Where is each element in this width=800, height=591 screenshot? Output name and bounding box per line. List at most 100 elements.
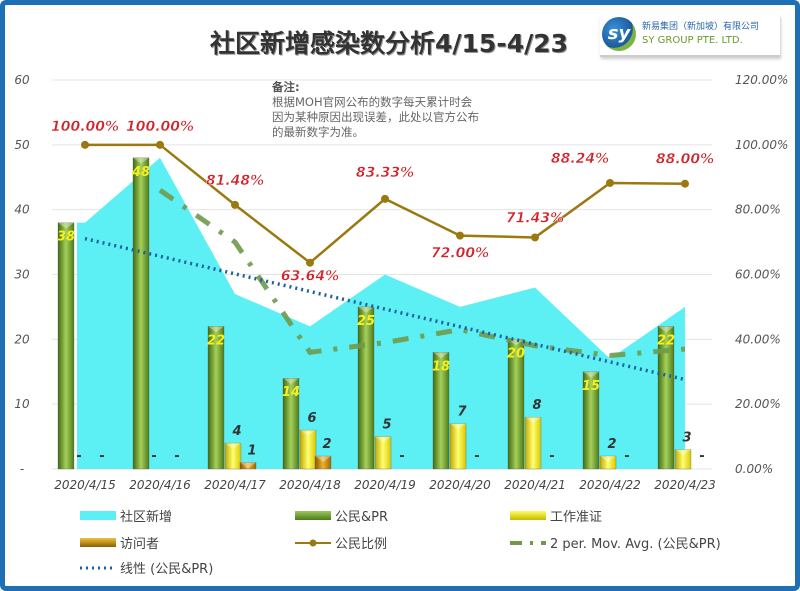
data-label-citizen-pr: 22 [207,333,225,348]
data-label-zero: - [174,449,179,464]
data-label-zero: - [474,449,479,464]
citizen-ratio-point [81,140,89,149]
bar-bevel [225,443,241,450]
data-label-zero: - [151,449,156,464]
legend-label: 公民比例 [335,537,388,552]
bar-citizen-pr [132,157,150,470]
data-label-visitor: 1 [247,444,256,459]
note-line: 根据MOH官网公布的数字每天累计时会 [272,95,473,109]
bar-bevel [375,436,391,443]
chart-title: 社区新增感染数分析4/15-4/23 [210,29,569,58]
y-right-tick-label: 120.00% [735,73,788,87]
citizen-ratio-point [381,194,389,203]
y-left-tick-label: 20 [14,332,30,346]
data-label-zero: - [624,449,629,464]
data-label-work-permit: 2 [607,437,616,452]
citizen-ratio-point [156,140,164,149]
bar-citizen-pr [582,371,600,470]
legend-item-moving-avg: 2 per. Mov. Avg. (公民&PR) [510,533,721,552]
logo-name-cn: 新易集团（新加坡）有限公司 [642,22,760,32]
legend-swatch [80,566,116,569]
data-label-work-permit: 3 [682,431,691,446]
bar-bevel [525,417,541,424]
x-tick-label: 2020/4/22 [579,478,641,492]
data-label-citizen-ratio: 81.48% [206,173,264,189]
legend-item-trendline: 线性 (公民&PR) [80,558,213,577]
legend-item-visitor: 访问者 [80,533,159,552]
bar-citizen-pr [657,326,675,470]
bar-bevel [208,326,224,333]
citizen-ratio-point [231,200,239,209]
bar-bevel [58,222,74,229]
y-left-tick-label: 50 [14,138,30,152]
bar-bevel [133,157,149,164]
legend-item-citizen-pr: 公民&PR [295,506,388,525]
x-tick-label: 2020/4/21 [504,478,566,492]
area-community-new [77,157,685,470]
bar-citizen-pr [507,339,525,470]
bar-bevel [658,326,674,333]
y-left-tick-label: 30 [14,268,30,282]
data-label-citizen-pr: 48 [131,165,150,180]
data-label-citizen-ratio: 72.00% [431,246,489,262]
data-label-zero: - [99,449,104,464]
y-left-tick-label: 60 [14,73,30,87]
bar-work-permit [224,442,242,470]
data-label-work-permit: 6 [307,411,316,426]
legend-label: 社区新增 [120,510,173,525]
data-label-citizen-ratio: 83.33% [356,165,414,181]
x-tick-label: 2020/4/17 [204,478,266,492]
x-tick-label: 2020/4/23 [654,478,716,492]
legend-item-citizen-ratio: 公民比例 [295,533,387,552]
legend-swatch [510,511,546,520]
y-right-tick-label: 100.00% [735,138,788,152]
bar-bevel [675,449,691,456]
data-label-citizen-ratio: 100.00% [51,119,119,135]
legend-label: 工作准证 [550,510,603,525]
y-right-tick-label: 0.00% [735,462,773,476]
data-label-work-permit: 7 [457,405,467,420]
bar-work-permit [524,416,542,470]
x-tick-label: 2020/4/18 [279,478,341,492]
data-label-citizen-ratio: 100.00% [126,119,194,135]
legend-item-community: 社区新增 [80,506,172,525]
x-tick-label: 2020/4/16 [129,478,191,492]
bar-bevel [508,339,524,346]
bar-citizen-pr [357,306,375,470]
logo-mark: sy [602,17,636,51]
bar-bevel [433,352,449,359]
bar-bevel [283,378,299,385]
data-label-citizen-ratio: 88.00% [656,152,714,168]
bar-bevel [358,306,374,313]
citizen-ratio-point [606,178,614,187]
data-label-work-permit: 8 [532,398,541,413]
y-right-tick-label: 60.00% [735,268,781,282]
y-right-tick-label: 40.00% [735,332,781,346]
y-right-tick-label: 80.00% [735,203,781,217]
bar-citizen-pr [207,326,225,470]
data-label-citizen-pr: 22 [657,333,675,348]
legend-item-work-permit: 工作准证 [510,506,602,525]
data-label-zero: - [76,449,81,464]
data-label-zero: - [699,449,704,464]
bar-bevel [240,462,256,469]
bar-work-permit [674,449,692,470]
legend-swatch [295,539,331,546]
x-tick-label: 2020/4/19 [354,478,416,492]
company-logo: sy 新易集团（新加坡）有限公司 SY GROUP PTE. LTD. [600,15,780,57]
note-line: 因为某种原因出现误差，此处以官方公布 [272,110,479,124]
bar-bevel [300,430,316,437]
bar-bevel [450,423,466,430]
bar-visitor [239,462,257,470]
trendline [84,236,686,382]
legend-label: 公民&PR [335,510,389,525]
data-label-citizen-ratio: 71.43% [506,210,564,226]
note-heading: 备注: [272,80,300,94]
logo-name-en: SY GROUP PTE. LTD. [642,35,743,46]
citizen-ratio-point [306,258,314,267]
x-tick-label: 2020/4/15 [54,478,116,492]
data-label-citizen-ratio: 63.64% [281,269,339,285]
bar-citizen-pr [432,352,450,470]
citizen-ratio-point [531,233,539,242]
